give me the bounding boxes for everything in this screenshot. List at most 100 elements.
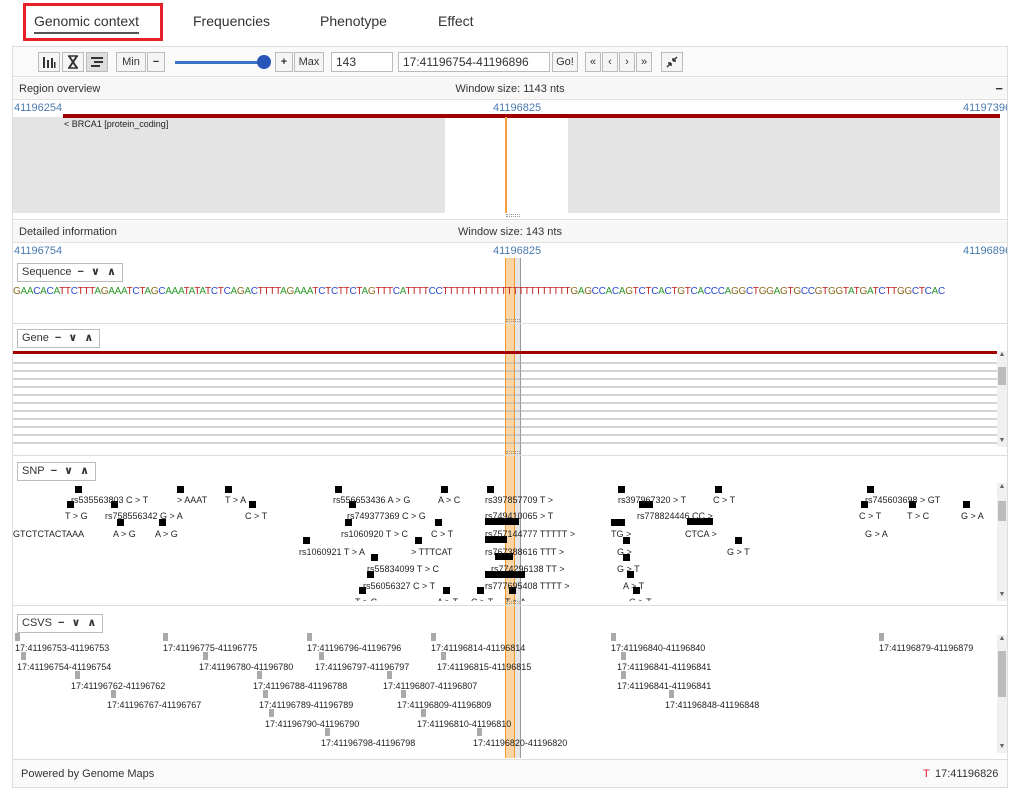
snp-label[interactable]: A > T (437, 597, 458, 601)
snp-indel-bar[interactable] (639, 501, 653, 508)
snp-label[interactable]: T > C (907, 511, 930, 521)
snp-marker[interactable] (335, 486, 342, 493)
csvs-scrollbar[interactable]: ▲ ▼ (997, 635, 1007, 753)
snp-label[interactable]: rs397857709 T > (485, 495, 553, 505)
csvs-label[interactable]: 17:41196840-41196840 (611, 643, 706, 653)
snp-marker[interactable] (623, 554, 630, 561)
snp-label[interactable]: A > G (155, 529, 178, 539)
window-size-input[interactable]: 143 (331, 52, 393, 72)
gene-scroll-thumb[interactable] (998, 367, 1006, 385)
sequence-track-label[interactable]: Sequence − ∨ ∧ (17, 263, 123, 282)
snp-label[interactable]: C > T (713, 495, 736, 505)
snp-track-label[interactable]: SNP − ∨ ∧ (17, 462, 97, 481)
csvs-label[interactable]: 17:41196798-41196798 (321, 738, 416, 748)
snp-indel-bar[interactable] (485, 518, 519, 525)
csvs-label[interactable]: 17:41196848-41196848 (665, 700, 760, 710)
overview-collapse-button[interactable]: − (995, 81, 1003, 96)
track-controls[interactable]: − ∨ ∧ (50, 465, 92, 477)
csvs-marker[interactable] (431, 633, 436, 641)
forward-icon[interactable]: › (619, 52, 635, 72)
zoom-out-button[interactable]: − (147, 52, 165, 72)
snp-marker[interactable] (249, 501, 256, 508)
snp-marker[interactable] (627, 571, 634, 578)
snp-label[interactable]: C > T (859, 511, 882, 521)
snp-marker[interactable] (715, 486, 722, 493)
snp-label[interactable]: > TTTCAT (411, 547, 453, 557)
snp-label[interactable]: T > G (65, 511, 88, 521)
csvs-marker[interactable] (15, 633, 20, 641)
csvs-label[interactable]: 17:41196754-41196754 (17, 662, 112, 672)
csvs-label[interactable]: 17:41196775-41196775 (163, 643, 258, 653)
gene-bar[interactable] (13, 351, 997, 354)
snp-label[interactable]: T > A (225, 495, 247, 505)
scroll-down-icon[interactable]: ▼ (998, 743, 1006, 750)
csvs-track-label[interactable]: CSVS − ∨ ∧ (17, 614, 104, 633)
track-controls[interactable]: − ∨ ∧ (77, 266, 118, 278)
scroll-down-icon[interactable]: ▼ (998, 437, 1006, 444)
scroll-up-icon[interactable]: ▲ (998, 635, 1006, 642)
snp-label[interactable]: rs397967320 > T (618, 495, 687, 505)
snp-marker[interactable] (177, 486, 184, 493)
snp-label[interactable]: C > T (431, 529, 454, 539)
bars-view-icon[interactable] (38, 52, 60, 72)
snp-label[interactable]: CTCA > (685, 529, 717, 539)
snp-marker[interactable] (963, 501, 970, 508)
csvs-marker[interactable] (621, 652, 626, 660)
snp-marker[interactable] (441, 486, 448, 493)
align-view-icon[interactable] (86, 52, 108, 72)
snp-label[interactable]: rs749410065 > T (485, 511, 554, 521)
snp-label[interactable]: G > A (865, 529, 888, 539)
snp-resize-grip[interactable] (506, 601, 520, 604)
csvs-marker[interactable] (621, 671, 626, 679)
cross-view-icon[interactable] (62, 52, 84, 72)
snp-label[interactable]: rs749377369 C > G (347, 511, 426, 521)
snp-marker[interactable] (443, 587, 450, 594)
csvs-label[interactable]: 17:41196809-41196809 (397, 700, 492, 710)
snp-label[interactable]: rs56056327 C > T (363, 581, 436, 591)
snp-label[interactable]: A > T (623, 581, 645, 591)
snp-label[interactable]: T > C (355, 597, 377, 601)
snp-marker[interactable] (487, 486, 494, 493)
snp-label[interactable]: rs1060921 T > A (299, 547, 365, 557)
snp-marker[interactable] (623, 537, 630, 544)
snp-indel-bar[interactable] (485, 536, 507, 543)
snp-label[interactable]: GTCTCTACTAAA (13, 529, 85, 539)
snp-label[interactable]: rs535563803 C > T (71, 495, 149, 505)
snp-marker[interactable] (111, 501, 118, 508)
snp-indel-bar[interactable] (495, 553, 513, 560)
csvs-label[interactable]: 17:41196820-41196820 (473, 738, 568, 748)
csvs-label[interactable]: 17:41196767-41196767 (107, 700, 202, 710)
csvs-label[interactable]: 17:41196762-41196762 (71, 681, 166, 691)
csvs-label[interactable]: 17:41196815-41196815 (437, 662, 532, 672)
back-icon[interactable]: ‹ (602, 52, 618, 72)
tab-frequencies[interactable]: Frequencies (193, 13, 271, 29)
csvs-marker[interactable] (421, 709, 426, 717)
snp-indel-bar[interactable] (611, 519, 625, 526)
csvs-label[interactable]: 17:41196807-41196807 (383, 681, 478, 691)
snp-marker[interactable] (861, 501, 868, 508)
scroll-up-icon[interactable]: ▲ (998, 351, 1006, 358)
csvs-marker[interactable] (111, 690, 116, 698)
csvs-marker[interactable] (257, 671, 262, 679)
snp-marker[interactable] (909, 501, 916, 508)
snp-label[interactable]: TG > (611, 529, 632, 539)
csvs-label[interactable]: 17:41196796-41196796 (307, 643, 402, 653)
csvs-marker[interactable] (879, 633, 884, 641)
snp-label[interactable]: A > G (113, 529, 136, 539)
snp-label[interactable]: rs757144777 TTTTT > (485, 529, 575, 539)
csvs-marker[interactable] (669, 690, 674, 698)
zoom-min-button[interactable]: Min (116, 52, 146, 72)
tab-genomic-context[interactable]: Genomic context (34, 13, 140, 34)
collapse-view-icon[interactable] (661, 52, 683, 72)
gene-scrollbar[interactable]: ▲ ▼ (997, 351, 1007, 447)
snp-label[interactable]: rs758556342 G > A (105, 511, 183, 521)
snp-marker[interactable] (345, 519, 352, 526)
zoom-in-button[interactable]: + (275, 52, 293, 72)
snp-label[interactable]: G > T (727, 547, 750, 557)
snp-marker[interactable] (117, 519, 124, 526)
csvs-label[interactable]: 17:41196810-41196810 (417, 719, 512, 729)
csvs-marker[interactable] (203, 652, 208, 660)
snp-marker[interactable] (159, 519, 166, 526)
csvs-label[interactable]: 17:41196879-41196879 (879, 643, 974, 653)
snp-label[interactable]: C > T (245, 511, 268, 521)
